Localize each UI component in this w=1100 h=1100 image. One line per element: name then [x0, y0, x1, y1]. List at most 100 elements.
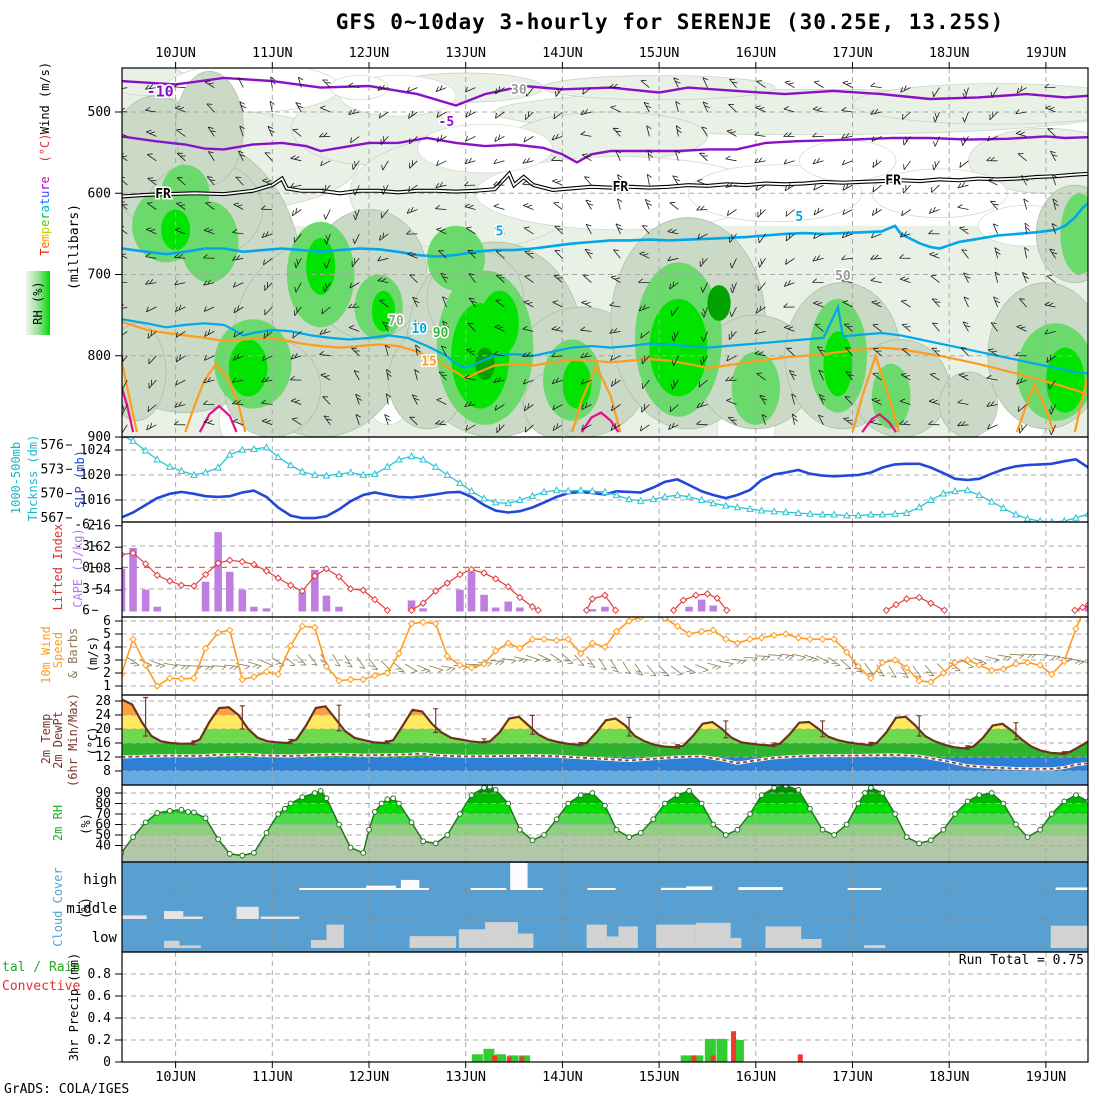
circle-chart-element	[650, 816, 657, 823]
convective-bar	[506, 1056, 512, 1062]
circle-chart-element	[130, 834, 136, 840]
side-label-p3-cape: CAPE (J/kg)	[71, 528, 85, 607]
path-chart-element	[813, 80, 824, 88]
path-chart-element	[456, 661, 464, 669]
path-chart-element	[239, 101, 247, 113]
path-chart-element	[636, 496, 645, 504]
path-chart-element	[323, 209, 331, 220]
circle-chart-element	[698, 800, 705, 807]
path-chart-element	[1020, 175, 1029, 186]
path-chart-element	[232, 228, 244, 235]
path-chart-element	[493, 203, 505, 210]
path-chart-element	[900, 85, 911, 93]
path-chart-element	[696, 401, 708, 409]
path-chart-element	[129, 437, 137, 444]
path-chart-element	[270, 76, 276, 88]
side-label-p2-thk-1: 1000-500mb	[9, 442, 23, 514]
circle-chart-element	[251, 849, 257, 856]
path-chart-element	[788, 370, 797, 381]
date-label-bottom: 19JUN	[1026, 1069, 1067, 1085]
path-chart-element	[175, 331, 186, 338]
path-chart-element	[727, 209, 737, 217]
path-chart-element	[1072, 513, 1080, 521]
path-chart-element	[901, 323, 911, 332]
circle-chart-element	[299, 794, 306, 801]
cape-bar	[456, 589, 464, 612]
path-chart-element	[957, 181, 969, 189]
circle-chart-element	[734, 826, 741, 833]
path-chart-element	[1044, 83, 1056, 88]
path-chart-element	[431, 462, 440, 470]
path-chart-element	[291, 417, 302, 426]
path-chart-element	[411, 394, 420, 405]
path-chart-element	[214, 559, 222, 567]
side-label-p8-2: Convective	[2, 979, 80, 994]
path-chart-element	[495, 250, 505, 259]
path-chart-element	[322, 396, 331, 405]
circle-chart-element	[178, 806, 185, 813]
rect-chart-element	[122, 743, 1088, 757]
circle-chart-element	[988, 790, 995, 796]
path-chart-element	[770, 631, 778, 640]
path-chart-element	[409, 274, 418, 283]
circle-chart-element	[239, 852, 246, 859]
path-chart-element	[480, 494, 488, 502]
path-chart-element	[319, 350, 331, 357]
path-chart-element	[613, 249, 621, 259]
path-chart-element	[524, 403, 534, 412]
path-chart-element	[929, 372, 940, 381]
path-chart-element	[409, 136, 418, 145]
text-chart-element: -3	[74, 539, 90, 554]
path-chart-element	[495, 111, 505, 119]
path-chart-element	[122, 551, 126, 558]
circle-chart-element	[166, 807, 173, 814]
path-chart-element	[756, 372, 766, 381]
path-chart-element	[703, 590, 712, 598]
path-chart-element	[746, 635, 754, 643]
text-chart-element: 567	[41, 511, 64, 526]
path-chart-element	[141, 560, 150, 568]
path-chart-element	[756, 305, 766, 314]
path-chart-element	[754, 329, 766, 335]
path-chart-element	[963, 296, 970, 308]
path-chart-element	[122, 331, 128, 336]
path-chart-element	[902, 508, 911, 516]
rect-chart-element	[122, 771, 1088, 785]
path-chart-element	[672, 175, 681, 186]
path-chart-element	[464, 86, 476, 93]
path-chart-element	[148, 355, 157, 365]
rect-chart-element	[122, 824, 1088, 835]
path-chart-element	[319, 328, 331, 335]
path-chart-element	[1047, 128, 1056, 137]
minmax-whisker	[336, 704, 342, 732]
path-chart-element	[290, 375, 302, 381]
path-chart-element	[767, 654, 783, 660]
path-chart-element	[617, 198, 623, 210]
path-chart-element	[758, 258, 766, 268]
path-chart-element	[728, 104, 737, 113]
path-chart-element	[792, 653, 806, 661]
path-chart-element	[577, 649, 585, 658]
path-chart-element	[406, 230, 418, 235]
path-chart-element	[754, 157, 766, 164]
path-chart-element	[464, 401, 476, 407]
cloud-bar-middle	[122, 915, 147, 919]
path-chart-element	[290, 182, 302, 188]
path-chart-element	[962, 87, 969, 99]
date-label-top: 11JUN	[252, 45, 293, 61]
circle-chart-element	[976, 792, 983, 798]
path-chart-element	[854, 511, 863, 519]
cape-bar	[407, 600, 416, 612]
path-chart-element	[580, 352, 592, 359]
path-chart-element	[728, 233, 737, 243]
path-chart-element	[701, 126, 708, 137]
path-chart-element	[794, 508, 803, 516]
side-label-p8-1: tal / Rain	[2, 960, 80, 975]
path-chart-element	[381, 184, 389, 195]
path-chart-element	[260, 659, 274, 668]
side-label-p4-2: Speed	[51, 632, 65, 668]
path-chart-element	[854, 662, 863, 671]
path-chart-element	[419, 618, 427, 627]
circle-chart-element	[541, 832, 547, 838]
path-chart-element	[322, 565, 331, 573]
